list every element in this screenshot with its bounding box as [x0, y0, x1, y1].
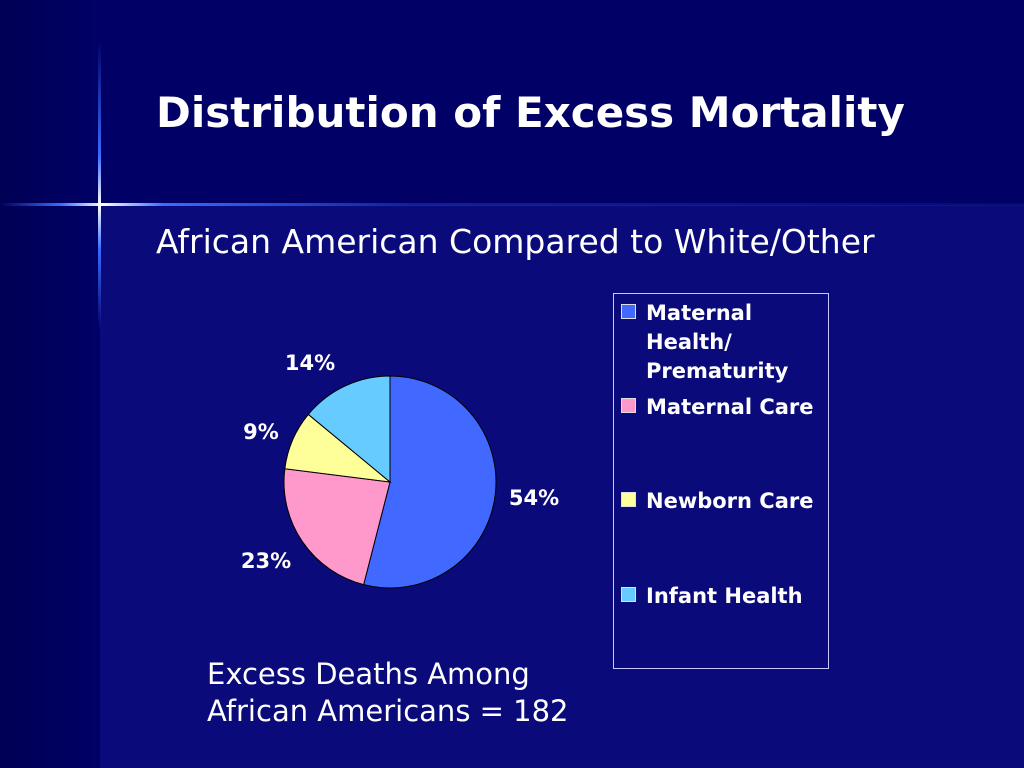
legend-item-maternal-health: Maternal Health/ Prematurity: [621, 299, 831, 386]
legend-swatch: [621, 304, 636, 319]
horizontal-accent-line: [0, 203, 1024, 206]
legend-swatch: [621, 587, 636, 602]
excess-deaths-note: Excess Deaths Among African Americans = …: [207, 656, 569, 730]
slide-subtitle: African American Compared to White/Other: [156, 222, 875, 261]
pie-data-label: 9%: [243, 420, 279, 444]
pie-data-label: 23%: [241, 549, 291, 573]
pie-data-label: 14%: [285, 351, 335, 375]
legend-label: Infant Health: [646, 584, 803, 608]
pie-data-label: 54%: [509, 486, 559, 510]
legend-swatch: [621, 398, 636, 413]
legend-item-infant-health: Infant Health: [621, 582, 831, 611]
legend-label: Newborn Care: [646, 489, 814, 513]
chart-legend: Maternal Health/ Prematurity Maternal Ca…: [613, 293, 829, 669]
left-band: [0, 0, 100, 768]
slide-title: Distribution of Excess Mortality: [156, 88, 905, 137]
legend-label: Maternal Health/ Prematurity: [646, 301, 789, 383]
legend-item-maternal-care: Maternal Care: [621, 393, 831, 422]
excess-deaths-line-2: African Americans = 182: [207, 694, 569, 728]
legend-swatch: [621, 492, 636, 507]
pie-slice: [307, 375, 391, 484]
vertical-accent-line: [98, 40, 101, 330]
legend-item-newborn-care: Newborn Care: [621, 487, 831, 516]
title-band: [0, 0, 1024, 205]
legend-label: Maternal Care: [646, 395, 814, 419]
pie-slice: [363, 375, 497, 589]
excess-deaths-line-1: Excess Deaths Among: [207, 657, 530, 691]
pie-slice: [283, 468, 391, 586]
